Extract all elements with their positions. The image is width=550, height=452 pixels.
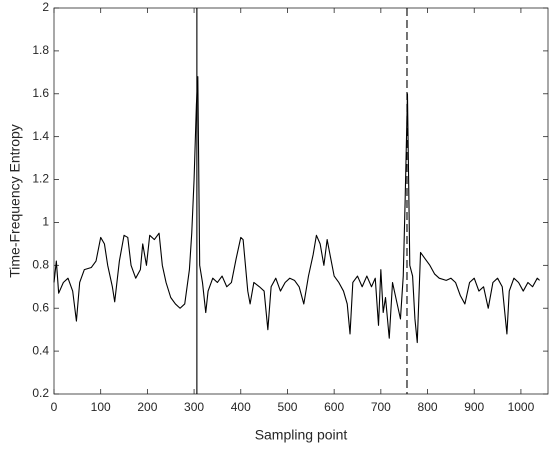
x-tick-label: 0 <box>51 400 58 414</box>
y-tick-label: 1.2 <box>32 172 49 186</box>
x-tick-label: 300 <box>184 400 204 414</box>
x-tick-label: 700 <box>371 400 391 414</box>
x-tick-label: 600 <box>324 400 344 414</box>
y-tick-label: 0.8 <box>32 258 49 272</box>
x-tick-label: 200 <box>137 400 157 414</box>
x-tick-label: 900 <box>464 400 484 414</box>
x-tick-label: 400 <box>231 400 251 414</box>
y-tick-label: 2 <box>42 0 49 14</box>
y-tick-label: 0.6 <box>32 300 49 314</box>
y-axis-label: Time-Frequency Entropy <box>7 124 23 278</box>
x-tick-label: 800 <box>418 400 438 414</box>
y-tick-label: 0.2 <box>32 386 49 400</box>
plot-frame <box>53 7 549 395</box>
y-tick-label: 1.8 <box>32 43 49 57</box>
x-axis-label: Sampling point <box>255 427 348 443</box>
y-tick-label: 1.4 <box>32 129 49 143</box>
data-line <box>53 76 540 344</box>
x-tick-label: 1000 <box>508 400 535 414</box>
y-tick-label: 1.6 <box>32 86 49 100</box>
y-tick-label: 1 <box>42 215 49 229</box>
x-tick-label: 100 <box>91 400 111 414</box>
x-tick-label: 500 <box>277 400 297 414</box>
y-tick-label: 0.4 <box>32 343 49 357</box>
